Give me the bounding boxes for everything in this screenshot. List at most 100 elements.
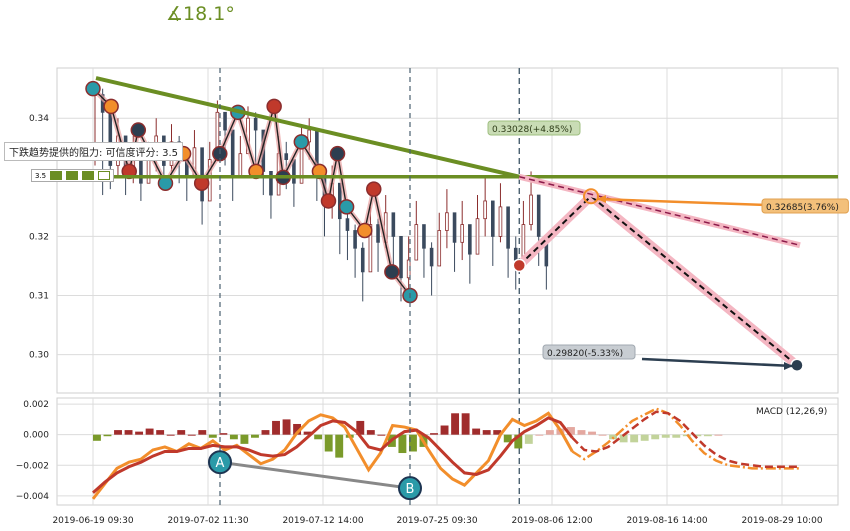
macd-histogram-bar <box>535 434 544 436</box>
macd-dif-line <box>91 411 574 500</box>
macd-histogram-bar <box>440 425 449 435</box>
candle-body <box>269 171 273 196</box>
x-tick-label: 2019-07-02 11:30 <box>167 516 248 526</box>
macd-histogram-bar <box>482 430 491 435</box>
macd-histogram-bar <box>577 430 586 435</box>
y-tick-label: −0.002 <box>16 461 49 471</box>
star-icon <box>66 171 79 180</box>
pivot-marker <box>329 145 346 162</box>
y-tick-label: 0.34 <box>29 114 49 124</box>
y-tick-label: 0.30 <box>29 351 49 361</box>
candle-body <box>437 230 442 267</box>
confidence-stars: 3.5 <box>31 169 115 182</box>
divergence-marker-label: A <box>216 456 225 471</box>
candle-body <box>445 212 449 231</box>
candle-body <box>368 224 373 273</box>
divergence-marker <box>208 450 232 475</box>
annotation-box <box>542 344 636 360</box>
y-tick-label: 0.000 <box>23 431 49 441</box>
macd-histogram-bar <box>567 427 575 435</box>
annotation-box <box>487 120 581 136</box>
x-tick-label: 2019-07-12 14:00 <box>282 516 363 526</box>
arrow-head-icon <box>597 195 606 203</box>
x-tick-label: 2019-06-19 09:30 <box>52 516 133 526</box>
pivot-marker <box>320 193 337 209</box>
candle-body <box>475 218 480 255</box>
candle-body <box>146 159 151 184</box>
candle-body <box>513 247 518 261</box>
candle-body <box>468 224 472 255</box>
macd-histogram-bar <box>135 431 144 435</box>
macd-histogram <box>93 413 723 458</box>
projection-peak-marker <box>583 188 599 205</box>
downtrend-line <box>95 76 520 179</box>
annotation-label: 0.29820(-5.33%) <box>547 349 623 359</box>
candle-body <box>429 247 434 267</box>
macd-histogram-bar <box>124 430 133 435</box>
candle-body <box>253 117 258 131</box>
pivot-marker <box>103 98 119 115</box>
macd-histogram-bar <box>588 431 596 435</box>
macd-dea-line <box>92 416 574 494</box>
macd-histogram-bar <box>451 413 460 435</box>
macd-histogram-bar <box>672 434 681 438</box>
macd-histogram-bar <box>261 430 270 435</box>
price-grid <box>57 68 838 393</box>
candle-body <box>353 230 357 249</box>
candle-body <box>422 224 426 249</box>
macd-histogram-bar <box>198 430 207 435</box>
candle-body <box>238 153 243 178</box>
projection-path <box>518 194 798 367</box>
macd-histogram-bar <box>461 413 470 435</box>
y-tick-label: 0.002 <box>23 400 49 410</box>
macd-histogram-bar <box>524 434 533 444</box>
macd-histogram-bar <box>356 420 365 435</box>
candle-body <box>200 147 204 202</box>
annotation-label: 0.33028(+4.85%) <box>492 125 572 135</box>
candle-body <box>506 206 510 249</box>
candle-body <box>529 194 533 225</box>
macd-histogram-bar <box>93 434 101 441</box>
pivot-marker <box>338 199 355 215</box>
projection-start-marker <box>512 258 527 273</box>
macd-histogram-bar <box>219 433 228 435</box>
macd-histogram-bar <box>303 431 312 435</box>
star-icon <box>82 171 95 180</box>
divergence-marker <box>398 476 422 501</box>
macd-histogram-bar <box>240 434 249 444</box>
macd-histogram-bar <box>324 434 333 452</box>
macd-panel-frame <box>56 397 839 506</box>
macd-y-axis: −0.004 −0.002 0.000 0.002 <box>16 400 50 502</box>
pivot-marker <box>130 122 147 138</box>
pivot-marker <box>356 222 373 239</box>
macd-histogram-bar <box>514 434 523 449</box>
pivot-marker <box>384 264 400 280</box>
x-tick-label: 2019-08-06 12:00 <box>511 516 592 526</box>
macd-histogram-bar <box>545 430 554 435</box>
divergence-line <box>219 460 411 490</box>
pivot-marker <box>266 98 282 115</box>
macd-histogram-bar <box>314 434 323 440</box>
macd-histogram-bar <box>272 420 280 435</box>
macd-dea-projection <box>571 410 800 469</box>
macd-histogram-bar <box>640 434 649 441</box>
candle-body <box>284 153 289 160</box>
macd-histogram-bar <box>703 434 712 437</box>
candle-body <box>483 200 487 220</box>
candle-body <box>391 212 396 237</box>
candle-body <box>230 129 235 178</box>
candle-body <box>536 194 541 237</box>
candlestick-series <box>93 82 549 302</box>
macd-histogram-bar <box>619 434 628 443</box>
resistance-note: 下跌趋势提供的阻力: 可信度评分: 3.5 <box>4 142 183 161</box>
macd-histogram-bar <box>145 428 154 435</box>
price-panel: 0.30 0.31 0.32 0.34 0.33028(+4.85%) 0.32685(… <box>29 67 849 505</box>
divergence-marker-label: B <box>406 482 415 497</box>
candle-body <box>345 218 350 231</box>
annotation-label: 0.32685(3.76%) <box>766 203 839 213</box>
macd-dif-projection <box>571 407 800 470</box>
macd-histogram-bar <box>293 423 302 435</box>
macd-histogram-bar <box>335 434 344 458</box>
macd-histogram-bar <box>366 430 375 435</box>
macd-histogram-bar <box>166 434 175 436</box>
